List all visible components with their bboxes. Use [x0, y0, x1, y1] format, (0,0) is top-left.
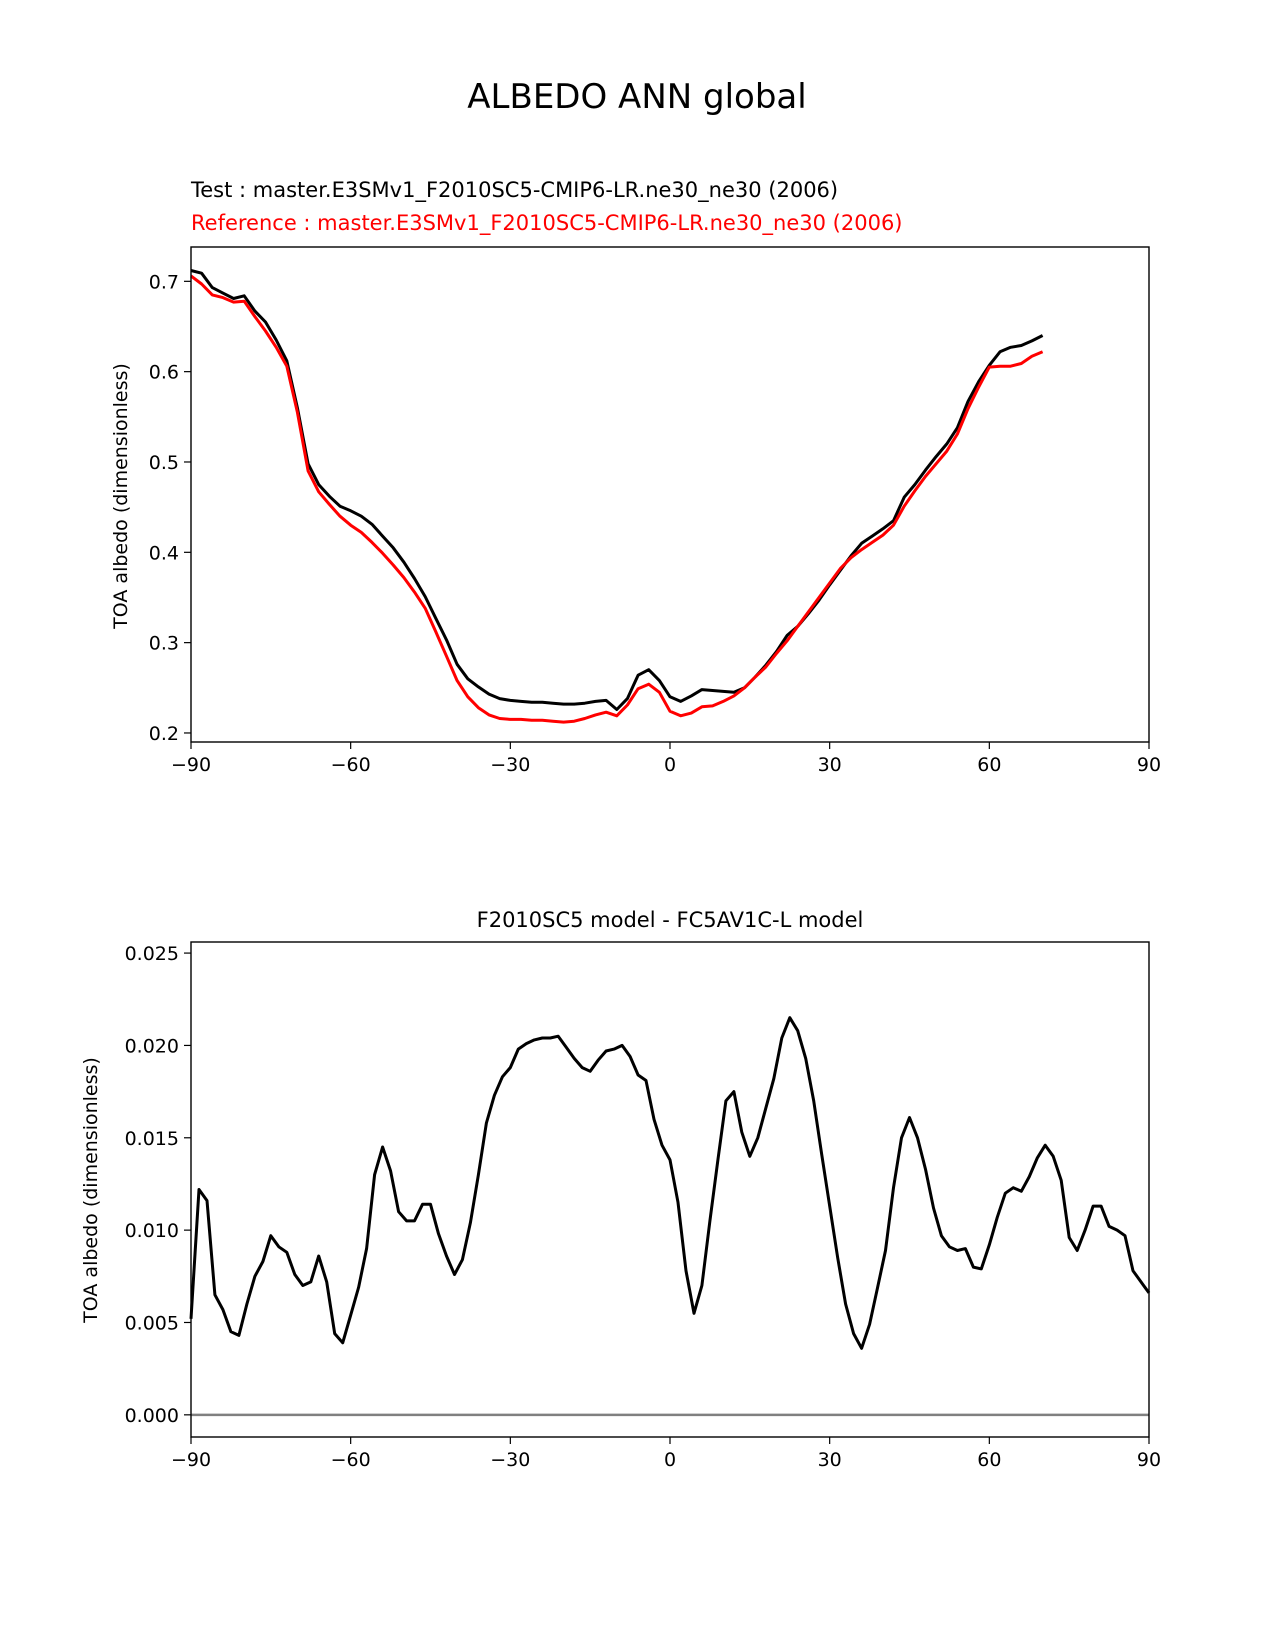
- top-ylabel: TOA albedo (dimensionless): [110, 363, 132, 630]
- test-title: Test : master.E3SMv1_F2010SC5-CMIP6-LR.n…: [190, 178, 838, 203]
- bottom-ytick-label: 0.015: [125, 1128, 179, 1150]
- bottom-xtick-label: 0: [664, 1449, 676, 1471]
- top-xtick-label: 90: [1137, 754, 1161, 776]
- figure-title: ALBEDO ANN global: [467, 77, 806, 117]
- bottom-xtick-label: 90: [1137, 1449, 1161, 1471]
- top-plot-frame: [190, 246, 1150, 743]
- top-series-line-reference: [190, 274, 1044, 724]
- bottom-ytick-label: 0.020: [125, 1035, 179, 1057]
- bottom-xtick-label: −60: [331, 1449, 371, 1471]
- bottom-ylabel: TOA albedo (dimensionless): [80, 1057, 102, 1324]
- top-ytick-label: 0.2: [149, 723, 179, 745]
- bottom-plot-frame: [190, 941, 1150, 1438]
- bottom-xtick-label: −30: [490, 1449, 530, 1471]
- bottom-marks: −90 −60 −30 0 30 60 90 0.000 0.005 0.010 0.015 0.02…: [125, 943, 1162, 1471]
- top-xtick-label: 60: [977, 754, 1001, 776]
- albedo-difference-panel: F2010SC5 model - FC5AV1C-L model TOA alb…: [80, 908, 1161, 1471]
- reference-title: Reference : master.E3SMv1_F2010SC5-CMIP6…: [191, 211, 903, 236]
- top-xtick-label: −30: [490, 754, 530, 776]
- top-xtick-label: 0: [664, 754, 676, 776]
- top-ytick-label: 0.4: [149, 542, 179, 564]
- bottom-ytick-label: 0.000: [125, 1405, 179, 1427]
- bottom-xtick-label: 30: [818, 1449, 842, 1471]
- top-xtick-label: 30: [818, 754, 842, 776]
- bottom-ytick-label: 0.005: [125, 1312, 179, 1334]
- bottom-xtick-label: −90: [171, 1449, 211, 1471]
- top-ytick-label: 0.6: [149, 362, 179, 384]
- top-marks: −90 −60 −30 0 30 60 90 0.2 0.3 0.4 0.5 0.6 0.7: [149, 269, 1161, 776]
- top-xtick-label: −90: [171, 754, 211, 776]
- albedo-zonal-mean-panel: Test : master.E3SMv1_F2010SC5-CMIP6-LR.n…: [110, 178, 1161, 776]
- top-ytick-label: 0.7: [149, 271, 179, 293]
- top-xtick-label: −60: [331, 754, 371, 776]
- bottom-series-line-difference: [189, 1016, 1151, 1350]
- top-ytick-label: 0.5: [149, 452, 179, 474]
- bottom-xtick-label: 60: [977, 1449, 1001, 1471]
- top-series-line-test: [190, 269, 1044, 711]
- diff-title: F2010SC5 model - FC5AV1C-L model: [477, 908, 864, 932]
- bottom-ytick-label: 0.010: [125, 1220, 179, 1242]
- top-ytick-label: 0.3: [149, 633, 179, 655]
- bottom-ytick-label: 0.025: [125, 943, 179, 965]
